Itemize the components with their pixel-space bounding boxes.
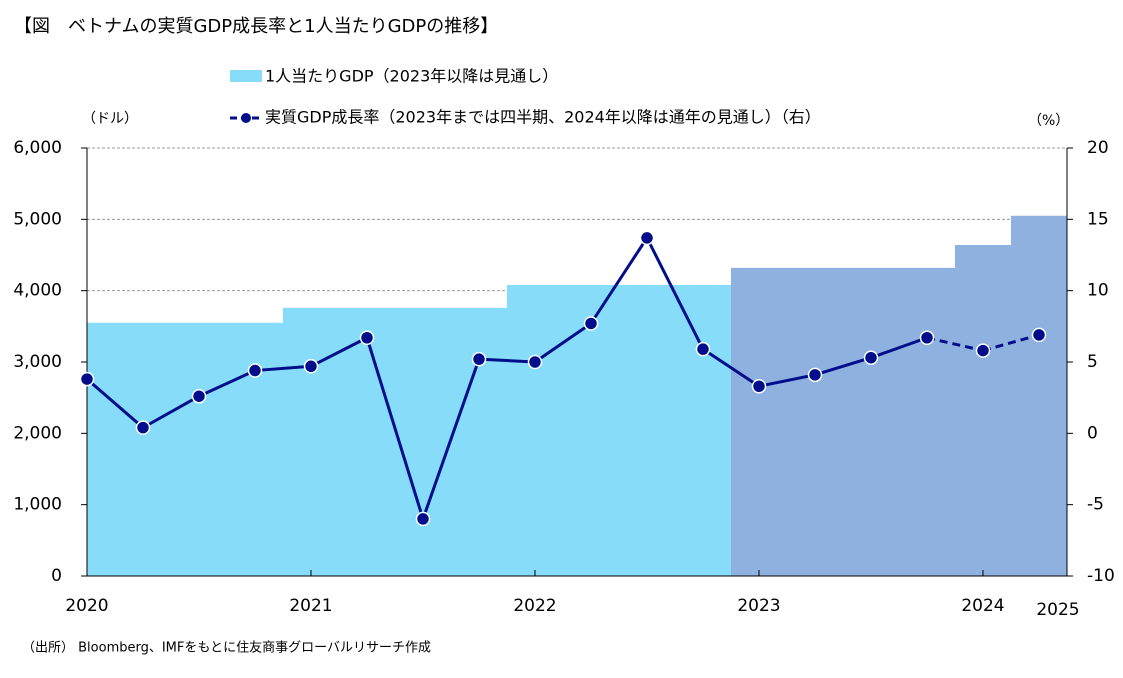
y-tick-label: 2,000: [13, 423, 62, 443]
line-marker: [359, 330, 375, 345]
y-axis-unit: （ドル）: [82, 111, 138, 127]
line-marker: [79, 371, 95, 387]
line-marker: [863, 350, 879, 365]
bar: [87, 322, 283, 576]
x-tick-label: 2021: [289, 596, 332, 616]
line-marker: [1031, 327, 1047, 343]
y-tick-label: 1,000: [13, 495, 62, 515]
line-segment: [421, 358, 481, 520]
line-marker: [191, 388, 207, 404]
line-segment: [645, 237, 705, 350]
x-tick-label: 2020: [65, 596, 108, 616]
line-segment: [702, 347, 760, 388]
y-tick-label: 6,000: [13, 138, 62, 158]
line-segment: [758, 373, 816, 388]
line-segment: [310, 336, 368, 368]
y2-tick-label: 0: [1087, 423, 1098, 443]
y-tick-label: 3,000: [13, 352, 62, 372]
x-tick-label: 2025: [1036, 600, 1079, 620]
line-segment: [365, 337, 425, 520]
y2-tick-label: 10: [1087, 281, 1109, 301]
line-marker: [975, 343, 991, 358]
bar: [1011, 215, 1067, 576]
line-marker: [583, 316, 599, 331]
y-tick-label: 0: [51, 566, 62, 586]
line-segment: [86, 377, 144, 429]
y2-axis-unit: （%）: [1028, 113, 1069, 129]
line-marker: [527, 354, 543, 370]
bar: [731, 267, 955, 576]
y2-tick-label: 15: [1087, 209, 1109, 229]
line-segment: [926, 336, 984, 353]
y2-tick-label: 5: [1087, 352, 1098, 372]
line-marker: [135, 420, 151, 435]
source-note: （出所） Bloomberg、IMFをもとに住友商事グローバルリサーチ作成: [22, 640, 431, 656]
line-marker: [247, 363, 263, 378]
line-marker: [471, 351, 487, 367]
line-segment: [478, 357, 536, 364]
y2-tick-label: 20: [1087, 138, 1109, 158]
legend-label: 1人当たりGDP（2023年以降は見通し）: [265, 67, 558, 86]
line-segment: [198, 369, 256, 398]
x-tick-label: 2022: [513, 596, 556, 616]
legend-swatch: [230, 70, 262, 82]
bar: [283, 307, 507, 576]
line-marker: [807, 367, 823, 383]
line-segment: [254, 364, 312, 373]
line-marker: [303, 359, 319, 374]
x-tick-label: 2024: [961, 596, 1004, 616]
line-marker: [695, 341, 711, 357]
line-marker: [751, 379, 767, 394]
line-segment: [814, 356, 872, 377]
y2-tick-label: -10: [1087, 566, 1115, 586]
line-marker: [919, 330, 935, 345]
line-segment: [982, 333, 1040, 353]
line-segment: [870, 336, 928, 360]
line-marker: [639, 230, 655, 246]
bar: [955, 245, 1011, 576]
legend-label: 実質GDP成長率（2023年までは四半期、2024年以降は通年の見通し）（右）: [265, 108, 821, 127]
y2-tick-label: -5: [1087, 495, 1104, 515]
line-marker: [415, 511, 431, 527]
x-tick-label: 2023: [737, 596, 780, 616]
bar: [507, 284, 731, 576]
chart-title: 【図 ベトナムの実質GDP成長率と1人当たりGDPの推移】: [14, 16, 498, 37]
line-segment: [534, 322, 592, 364]
line-segment: [142, 394, 200, 429]
legend-marker: [241, 113, 251, 123]
y-tick-label: 4,000: [13, 281, 62, 301]
y-tick-label: 5,000: [13, 209, 62, 229]
line-segment: [589, 237, 649, 325]
